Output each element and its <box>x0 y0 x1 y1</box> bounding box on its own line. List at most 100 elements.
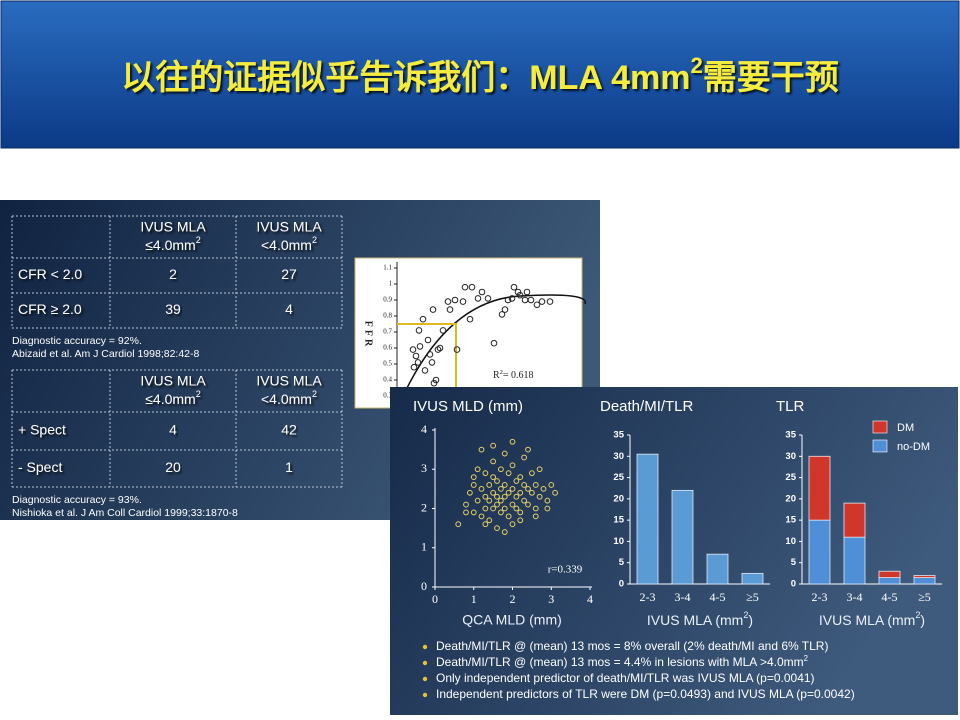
data-point <box>412 352 420 360</box>
data-point <box>410 363 418 371</box>
data-point <box>466 489 473 496</box>
data-point <box>513 478 520 484</box>
data-point <box>525 501 531 508</box>
data-point <box>439 327 447 334</box>
x-tick-label: 4 <box>587 592 593 606</box>
column-header: <4.0mm2 <box>261 389 317 406</box>
data-point <box>490 339 498 347</box>
data-point <box>463 509 469 516</box>
data-point <box>424 336 432 344</box>
bar <box>741 572 764 585</box>
data-point <box>421 367 429 374</box>
data-point <box>426 351 434 358</box>
data-point <box>548 482 555 488</box>
bullet-text: Independent predictors of TLR were DM (p… <box>436 687 855 701</box>
data-point <box>486 517 493 524</box>
x-tick-label: 2 <box>510 592 516 606</box>
table-cell: 27 <box>281 266 297 282</box>
data-point <box>505 489 512 496</box>
data-point <box>501 450 508 457</box>
data-point <box>474 295 482 302</box>
y-tick-label: 35 <box>613 430 624 441</box>
outcome-panel: IVUS MLD (mm) Death/MI/TLR TLR 0 1 2 3 4 0 1 2 3 4 r=… <box>390 387 958 715</box>
column-header-part: 2 <box>312 235 317 245</box>
column-header-part: 2 <box>196 389 201 399</box>
data-point <box>434 346 442 353</box>
chart-title: TLR <box>776 398 805 415</box>
data-point <box>508 295 516 302</box>
data-point <box>509 438 516 445</box>
bullet <box>422 644 428 650</box>
data-point <box>409 346 417 353</box>
column-header: IVUS MLA <box>256 219 322 235</box>
row-header: - Spect <box>18 459 62 475</box>
data-point <box>494 501 500 508</box>
data-point <box>497 509 504 516</box>
bullet <box>422 692 428 698</box>
x-tick-label: ≥5 <box>918 590 931 604</box>
data-point <box>532 482 539 488</box>
table-note: Diagnostic accuracy = 93%. <box>12 494 142 506</box>
y-tick-label: 0.3 <box>383 392 392 400</box>
data-point <box>470 474 477 481</box>
y-tick-label: 25 <box>785 472 796 483</box>
data-point <box>501 529 508 535</box>
column-header: <4.0mm2 <box>261 235 317 252</box>
bar-segment <box>878 570 901 579</box>
bullet-text-part: Only independent predictor of death/MI/T… <box>436 671 815 685</box>
table-cell: 39 <box>165 301 181 317</box>
data-point <box>513 505 520 512</box>
column-header: ≤4.0mm2 <box>145 235 201 252</box>
bullet-text: Only independent predictor of death/MI/T… <box>436 671 815 685</box>
data-point <box>455 521 462 528</box>
bar-segment <box>843 536 866 585</box>
x-tick-label: 0 <box>432 592 438 606</box>
chart-background <box>354 257 583 409</box>
slide-title-part: 需要干预 <box>703 59 839 97</box>
y-tick-label: 25 <box>613 472 624 483</box>
y-tick-label: 35 <box>785 430 796 441</box>
title-background <box>0 0 960 149</box>
bar <box>706 553 729 585</box>
axis-title-part: 2 <box>743 610 748 620</box>
data-point <box>432 376 440 384</box>
data-point <box>490 458 497 465</box>
data-point <box>470 509 477 516</box>
data-point <box>501 493 508 500</box>
data-point <box>509 462 516 469</box>
data-point <box>536 466 543 473</box>
bar-segment <box>913 577 936 585</box>
data-point <box>497 497 504 504</box>
y-tick-label: 0 <box>791 579 796 590</box>
legend-swatch <box>872 420 888 434</box>
data-point <box>544 497 551 504</box>
data-point <box>517 474 524 481</box>
y-tick-label: 15 <box>785 515 796 526</box>
data-point <box>484 295 492 302</box>
data-point <box>528 489 535 496</box>
data-point <box>478 485 485 492</box>
y-tick-label: 0 <box>619 579 624 590</box>
y-tick-label: 4 <box>421 422 427 436</box>
bar-segment <box>913 575 936 579</box>
data-point <box>463 501 469 508</box>
data-point <box>470 482 477 488</box>
y-tick-label: 0.5 <box>383 360 392 368</box>
legend-label: DM <box>897 422 914 434</box>
bullet-text: Death/MI/TLR @ (mean) 13 mos = 8% overal… <box>436 639 828 653</box>
y-tick-label: 0.6 <box>383 344 392 352</box>
column-header-part: ≤4.0mm <box>145 237 195 253</box>
column-header-part: 2 <box>312 389 317 399</box>
row-header: + Spect <box>18 422 66 438</box>
data-point <box>478 288 486 296</box>
axis-title: IVUS MLA (mm2) <box>647 610 753 627</box>
y-tick-label: 5 <box>619 557 625 568</box>
data-point <box>516 291 524 299</box>
column-header: ≤4.0mm2 <box>145 389 201 406</box>
data-point <box>509 485 516 492</box>
bullet-text-part: Independent predictors of TLR were DM (p… <box>436 687 855 701</box>
table-cell: 20 <box>165 459 181 475</box>
bullet-text: Death/MI/TLR @ (mean) 13 mos = 4.4% in l… <box>436 654 808 670</box>
column-header: IVUS MLA <box>256 373 322 389</box>
axis-title: IVUS MLA (mm2) <box>819 610 925 627</box>
